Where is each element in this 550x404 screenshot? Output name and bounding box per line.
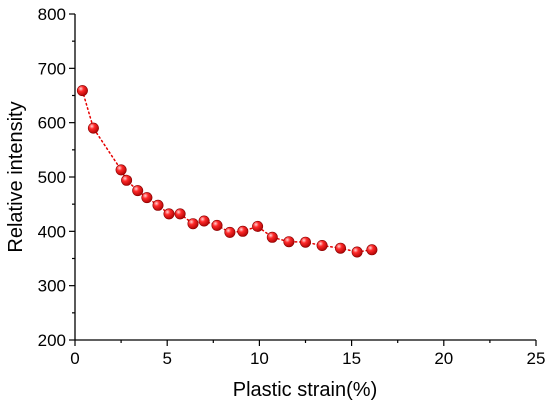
y-tick-label: 400 [38,222,66,241]
x-tick-label: 20 [434,349,453,368]
data-point [121,174,133,186]
data-point [237,225,249,237]
plot-axes [74,14,536,341]
data-point [366,244,378,256]
y-axis-title: Relative intensity [5,101,27,252]
data-point [132,185,144,197]
x-axis-title: Plastic strain(%) [233,379,377,401]
x-tick-label: 25 [527,349,546,368]
x-tick-label: 15 [342,349,361,368]
y-tick-label: 500 [38,168,66,187]
data-point [283,236,295,248]
series-line [81,89,373,253]
data-point [141,192,153,204]
data-point [76,85,88,97]
x-tick-label: 0 [70,349,79,368]
data-point [224,226,236,238]
data-point [334,242,346,254]
data-point [198,215,210,227]
x-tick-label: 5 [162,349,171,368]
data-point [299,236,311,248]
data-point [163,208,175,220]
data-point [115,164,127,176]
series-dotted-line [81,89,373,253]
y-tick-label: 700 [38,59,66,78]
data-point [316,240,328,252]
y-tick-label: 300 [38,277,66,296]
x-tick-label: 10 [250,349,269,368]
y-tick-label: 600 [38,114,66,133]
data-point [152,199,164,211]
y-tick-label: 200 [38,331,66,350]
data-point [252,220,264,232]
data-point [351,246,363,258]
data-point [211,219,223,231]
data-point [266,231,278,243]
series-points [76,85,378,258]
y-ticks: 200 300 400 500 600 700 800 [38,5,75,350]
data-point [187,218,199,230]
data-point [87,122,99,134]
y-tick-label: 800 [38,5,66,24]
x-ticks: 0 5 10 15 20 25 [70,340,545,368]
data-point [174,208,186,220]
